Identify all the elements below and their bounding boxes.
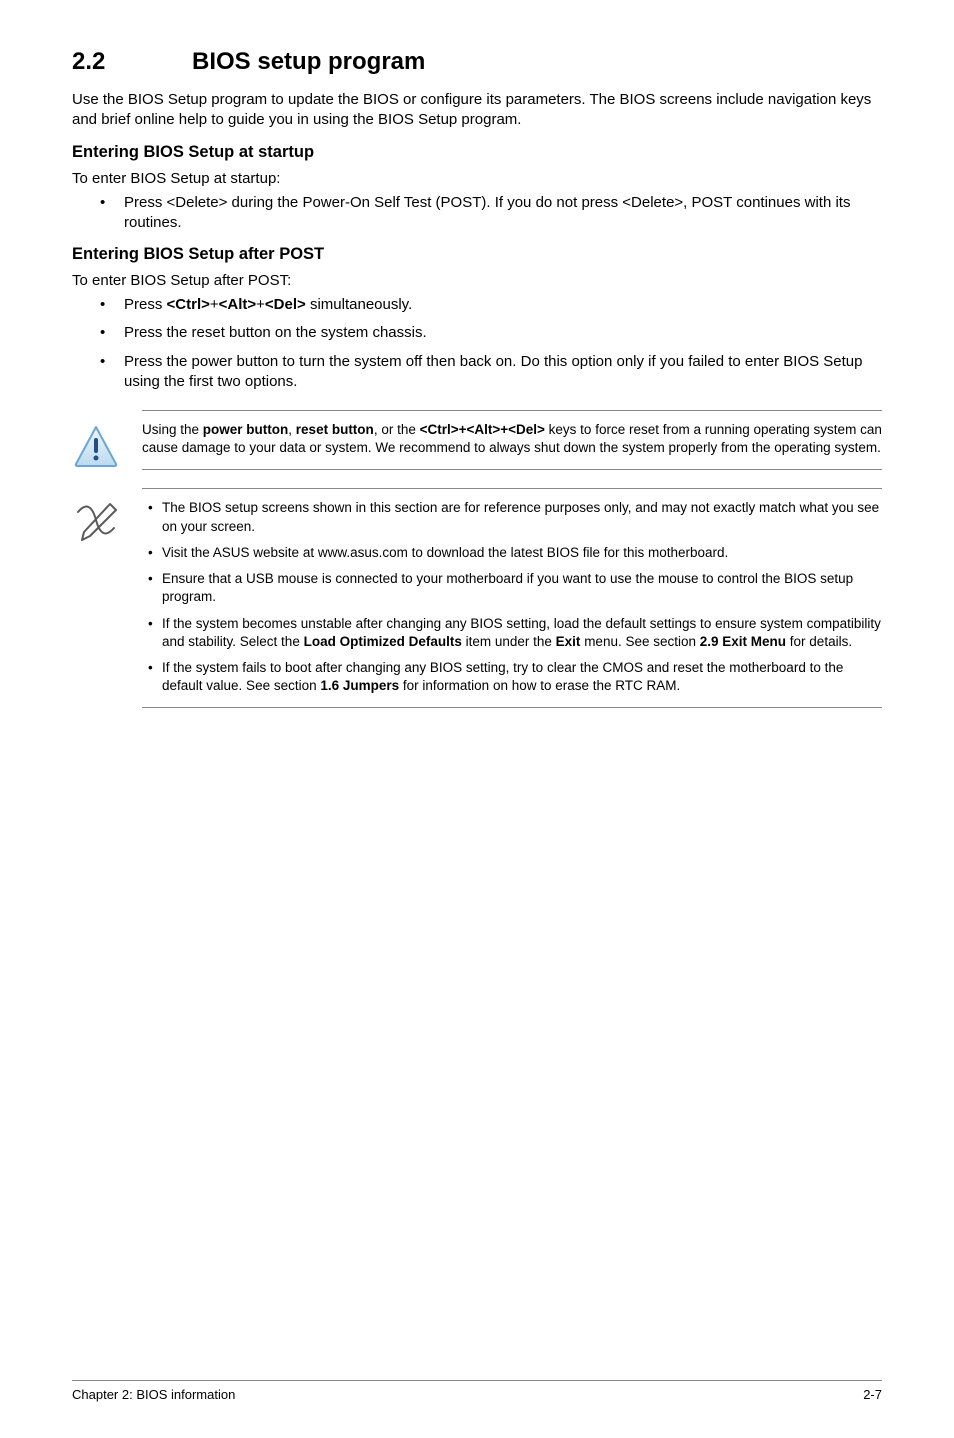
text-fragment: + (210, 296, 219, 313)
warning-body: Using the power button, reset button, or… (142, 410, 882, 470)
bold-term: reset button (296, 422, 374, 437)
text-fragment: , or the (374, 422, 420, 437)
notes-list: The BIOS setup screens shown in this sec… (142, 499, 882, 695)
text-fragment: Using the (142, 422, 203, 437)
bold-term: 1.6 Jumpers (320, 678, 399, 693)
startup-item: Press <Delete> during the Power-On Self … (72, 193, 882, 234)
text-fragment: , (288, 422, 296, 437)
warning-icon (72, 410, 120, 468)
text-fragment: for information on how to erase the RTC … (399, 678, 680, 693)
post-item-3: Press the power button to turn the syste… (72, 352, 882, 393)
text-fragment: Press (124, 296, 167, 313)
intro-paragraph: Use the BIOS Setup program to update the… (72, 90, 882, 131)
key-label: <Ctrl> (167, 296, 210, 313)
footer-page-number: 2-7 (863, 1387, 882, 1402)
note-item: Visit the ASUS website at www.asus.com t… (142, 544, 882, 562)
bold-term: power button (203, 422, 288, 437)
text-fragment: menu. See section (580, 634, 699, 649)
section-title: BIOS setup program (192, 48, 425, 76)
section-heading: 2.2 BIOS setup program (72, 48, 882, 76)
key-label: <Alt> (219, 296, 257, 313)
post-heading: Entering BIOS Setup after POST (72, 245, 882, 264)
bold-term: Load Optimized Defaults (304, 634, 462, 649)
startup-list: Press <Delete> during the Power-On Self … (72, 193, 882, 234)
footer-chapter: Chapter 2: BIOS information (72, 1387, 235, 1402)
note-item: If the system becomes unstable after cha… (142, 615, 882, 651)
warning-text: Using the power button, reset button, or… (142, 421, 882, 457)
post-lead: To enter BIOS Setup after POST: (72, 272, 882, 289)
page-footer: Chapter 2: BIOS information 2-7 (72, 1380, 882, 1402)
text-fragment: for details. (786, 634, 852, 649)
startup-heading: Entering BIOS Setup at startup (72, 143, 882, 162)
warning-block: Using the power button, reset button, or… (72, 410, 882, 470)
notes-block: The BIOS setup screens shown in this sec… (72, 488, 882, 708)
note-item: If the system fails to boot after changi… (142, 659, 882, 695)
bold-term: 2.9 Exit Menu (700, 634, 786, 649)
post-list: Press <Ctrl>+<Alt>+<Del> simultaneously.… (72, 295, 882, 392)
bold-term: Exit (556, 634, 581, 649)
text-fragment: simultaneously. (306, 296, 412, 313)
notes-body: The BIOS setup screens shown in this sec… (142, 488, 882, 708)
key-label: <Del> (265, 296, 306, 313)
post-item-1: Press <Ctrl>+<Alt>+<Del> simultaneously. (72, 295, 882, 315)
text-fragment: item under the (462, 634, 556, 649)
post-item-2: Press the reset button on the system cha… (72, 323, 882, 343)
section-number: 2.2 (72, 48, 192, 76)
startup-lead: To enter BIOS Setup at startup: (72, 170, 882, 187)
bold-term: <Ctrl>+<Alt>+<Del> (420, 422, 545, 437)
note-item: The BIOS setup screens shown in this sec… (142, 499, 882, 535)
text-fragment: + (256, 296, 265, 313)
note-item: Ensure that a USB mouse is connected to … (142, 570, 882, 606)
note-icon (72, 488, 120, 546)
